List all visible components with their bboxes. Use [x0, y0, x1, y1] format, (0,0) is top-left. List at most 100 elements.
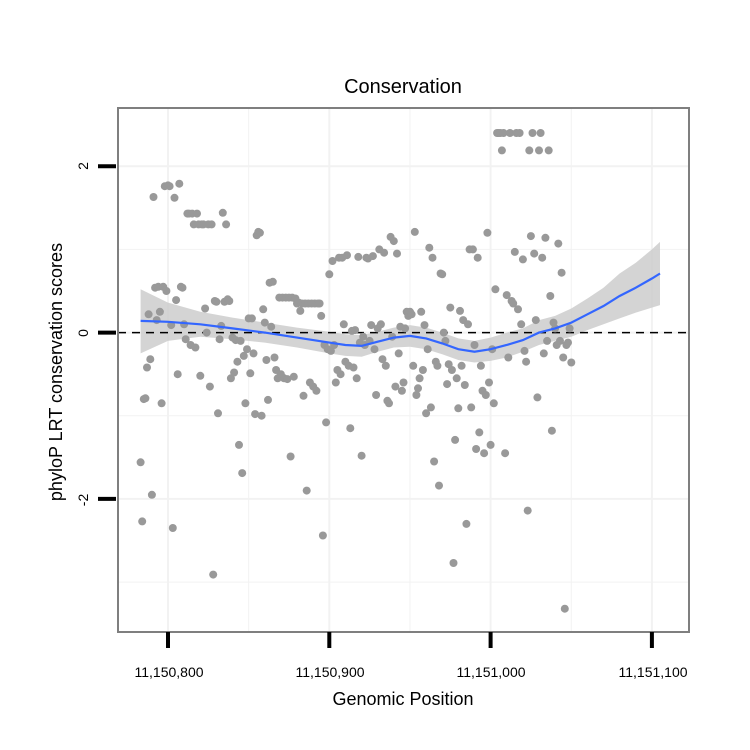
data-point	[454, 404, 463, 413]
data-point	[499, 129, 508, 137]
data-point	[468, 245, 477, 254]
data-point	[225, 297, 234, 305]
data-point	[409, 361, 418, 370]
data-point	[218, 208, 227, 217]
data-point	[517, 320, 526, 329]
data-point	[525, 146, 534, 155]
y-tick-label: 0	[75, 329, 91, 337]
data-point	[172, 296, 181, 305]
data-point	[214, 409, 222, 418]
data-point	[326, 346, 335, 355]
data-point	[401, 324, 410, 333]
data-point	[239, 351, 248, 360]
data-point	[230, 368, 239, 377]
data-point	[141, 394, 150, 403]
data-point	[196, 371, 205, 380]
data-point	[518, 255, 527, 264]
data-point	[380, 248, 389, 257]
data-point	[420, 321, 429, 330]
data-point	[181, 335, 190, 344]
y-tick-label: 2	[75, 162, 91, 170]
data-point	[470, 341, 479, 349]
data-point	[489, 399, 498, 408]
data-point	[486, 440, 495, 449]
data-point	[535, 146, 543, 155]
data-point	[393, 249, 401, 258]
data-point	[452, 374, 461, 383]
data-point	[283, 375, 292, 384]
data-point	[430, 457, 439, 466]
data-point	[191, 343, 200, 352]
smooth-fit-line	[140, 272, 661, 353]
x-tick-label: 11,151,000	[456, 664, 525, 680]
data-point	[544, 146, 553, 155]
data-point	[565, 324, 574, 333]
data-point	[539, 349, 548, 358]
data-point	[201, 304, 210, 313]
data-point	[222, 220, 231, 229]
data-point	[249, 349, 258, 358]
data-point	[235, 440, 243, 449]
data-point	[328, 257, 337, 265]
data-point	[318, 531, 327, 540]
data-point	[170, 193, 179, 202]
data-point	[157, 399, 166, 408]
data-point	[259, 305, 268, 314]
data-point	[357, 451, 366, 460]
data-point	[533, 393, 542, 402]
data-point	[567, 358, 576, 367]
data-point	[270, 353, 279, 362]
data-point	[325, 270, 334, 279]
data-point	[536, 129, 545, 137]
data-point	[547, 426, 556, 435]
data-point	[175, 179, 184, 188]
data-point	[385, 399, 393, 408]
data-point	[368, 252, 377, 261]
data-point	[315, 299, 324, 308]
data-point	[155, 307, 164, 316]
data-point	[147, 490, 156, 499]
data-point	[236, 336, 245, 345]
smooth-line-layer	[140, 272, 661, 353]
data-point	[504, 353, 513, 362]
y-tick-label: -2	[75, 494, 91, 507]
data-point	[483, 228, 492, 237]
data-point	[251, 410, 260, 419]
data-point	[564, 338, 572, 347]
data-point	[520, 346, 529, 355]
data-point	[491, 285, 500, 294]
data-point	[560, 604, 569, 613]
data-point	[264, 395, 272, 404]
data-point	[426, 403, 435, 412]
data-point	[481, 391, 490, 399]
data-point	[438, 270, 447, 279]
data-point	[246, 369, 255, 378]
chart-title: Conservation	[344, 76, 462, 98]
data-point	[378, 355, 387, 364]
data-point	[207, 220, 216, 229]
data-point	[299, 391, 308, 400]
data-point	[457, 361, 466, 370]
data-point	[367, 321, 376, 330]
data-point	[451, 435, 460, 444]
data-point	[541, 233, 550, 242]
data-point	[336, 370, 345, 379]
axis-ticks	[98, 164, 654, 648]
data-point	[460, 381, 469, 389]
data-point	[456, 306, 464, 315]
data-point	[202, 328, 211, 337]
data-point	[414, 384, 422, 393]
data-point	[559, 353, 568, 362]
data-point	[397, 386, 406, 395]
data-point	[447, 366, 456, 374]
data-point	[522, 357, 531, 366]
data-point	[506, 129, 514, 137]
data-point	[531, 316, 540, 325]
data-point	[238, 469, 247, 478]
data-point	[165, 182, 174, 191]
data-point	[472, 445, 481, 453]
data-point	[502, 291, 511, 300]
data-point	[394, 349, 403, 358]
data-point	[193, 209, 201, 218]
data-point	[554, 239, 563, 248]
